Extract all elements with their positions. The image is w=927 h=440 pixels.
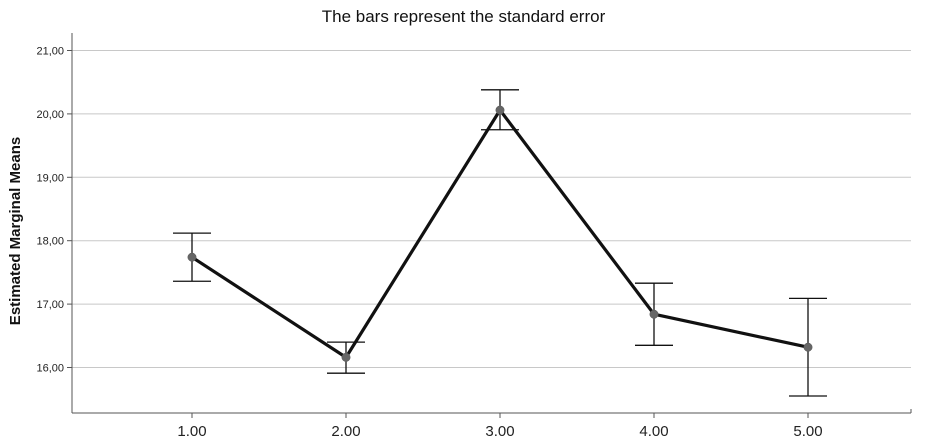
x-tick-label: 4.00 — [639, 423, 668, 440]
x-tick-label: 1.00 — [177, 423, 206, 440]
grid-layer — [72, 50, 911, 368]
y-tick-label: 21,00 — [36, 46, 64, 58]
x-tick-label: 3.00 — [485, 423, 514, 440]
data-point — [803, 342, 813, 352]
data-point — [649, 309, 659, 319]
series-line — [191, 107, 809, 360]
x-tick-label: 2.00 — [331, 423, 360, 440]
x-tick-label: 5.00 — [793, 423, 822, 440]
data-point — [187, 252, 197, 262]
y-axis-title: Estimated Marginal Means — [7, 137, 24, 325]
chart-title: The bars represent the standard error — [321, 7, 606, 26]
series-layer — [173, 89, 827, 397]
data-point — [341, 352, 351, 362]
y-tick-label: 19,00 — [36, 172, 64, 184]
label-layer: 16,00 17,00 18,00 19,00 20,00 21,00 1.00 2.00 3.… — [36, 46, 822, 440]
y-tick-label: 18,00 — [36, 236, 64, 248]
axis-layer — [67, 33, 912, 418]
y-tick-label: 16,00 — [36, 363, 64, 375]
y-tick-label: 20,00 — [36, 109, 64, 121]
y-tick-label: 17,00 — [36, 299, 64, 311]
data-point — [495, 105, 505, 115]
